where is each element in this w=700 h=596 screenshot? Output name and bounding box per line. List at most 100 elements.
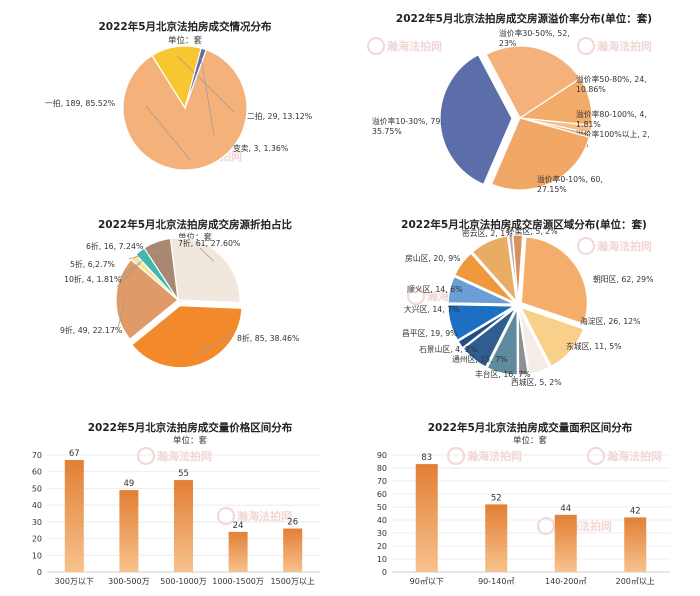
watermark-logo-icon (537, 517, 555, 535)
pie-slice-大兴区 (447, 275, 515, 305)
y-tick-label: 80 (377, 464, 387, 473)
slice-label: 房山区, 20, 9% (405, 253, 461, 263)
y-tick-label: 40 (377, 516, 387, 525)
bar-value-label: 83 (421, 453, 432, 463)
y-tick-label: 70 (377, 477, 387, 486)
pie-slice-6折 (143, 237, 179, 301)
bar-value-label: 52 (491, 493, 502, 503)
slice-label: 昌平区, 19, 9% (402, 329, 458, 338)
bar-140-200㎡ (554, 514, 577, 572)
x-tick-label: 200㎡以上 (616, 577, 655, 586)
x-tick-label: 90-140㎡ (478, 577, 514, 586)
watermark-text: 瀚海法拍网 (157, 449, 212, 463)
y-tick-label: 20 (377, 542, 387, 551)
slice-label: 溢价率50-80%, 24, 10.86% (576, 74, 647, 94)
pie-slice-溢价率0-10% (490, 117, 591, 191)
leader-line (116, 263, 141, 288)
slice-label: 9折, 49, 22.17% (60, 325, 122, 335)
pie-slice-怀柔区 (512, 234, 524, 302)
slice-label: 怀柔区, 5, 2% (507, 226, 558, 236)
chart-1-title: 2022年5月北京法拍房成交情况分布 (98, 20, 272, 33)
slice-label: 海淀区, 26, 12% (580, 316, 641, 326)
slice-label: 石景山区, 4, 2% (419, 344, 477, 354)
leader-line (200, 57, 215, 136)
pie-slice-通州区 (462, 307, 516, 368)
pie-slice-溢价率10-30% (439, 53, 513, 186)
chart-6-title: 2022年5月北京法拍房成交量面积区间分布 (428, 421, 633, 434)
x-tick-label: 300-500万 (108, 577, 149, 586)
chart-6-subtitle: 单位：套 (513, 435, 548, 446)
leader-line (128, 250, 161, 260)
y-tick-label: 60 (377, 490, 387, 499)
bar-300-500万 (119, 490, 139, 572)
slice-label: 溢价率80-100%, 4, 1.81% (576, 109, 647, 129)
chart-3-title: 2022年5月北京法拍房成交房源折拍占比 (98, 218, 293, 231)
chart-1: 2022年5月北京法拍房成交情况分布 单位：套 一拍, 189, 85.52% 二… (45, 20, 312, 171)
pie-slice-石景山区 (457, 306, 516, 349)
chart-3-subtitle: 单位：套 (178, 232, 213, 243)
slice-label: 7折, 61, 27.60% (178, 238, 240, 248)
watermark-text: 瀚海法拍网 (597, 239, 652, 253)
slice-label: 朝阳区, 62, 29% (593, 275, 654, 284)
y-tick-label: 30 (32, 518, 42, 527)
pie-slice-变卖 (184, 47, 207, 109)
slice-label: 通州区, 15, 7% (452, 354, 508, 364)
chart-2: 2022年5月北京法拍房成交房源溢价率分布(单位：套) 溢价率30-50%, 5… (372, 12, 652, 194)
chart-5-subtitle: 单位：套 (173, 435, 208, 446)
pie-slice-朝阳区 (520, 236, 588, 325)
slice-label: 丰台区, 16, 7% (475, 369, 531, 379)
watermark-logo-icon (577, 37, 595, 55)
y-tick-label: 10 (377, 555, 387, 564)
chart-6-bars: 0 10 20 30 40 50 60 70 80 90 83 90㎡以下 52 90-140㎡ 44 140… (377, 451, 670, 586)
slice-label: 东城区, 11, 5% (566, 341, 622, 351)
watermark-logo-icon (217, 507, 235, 525)
y-tick-label: 10 (32, 551, 42, 560)
watermark-text: 瀚海法拍网 (237, 509, 292, 523)
watermark-text: 瀚海法拍网 (387, 39, 442, 53)
watermark-text: 瀚海法拍网 (597, 39, 652, 53)
slice-label: 密云区, 2, 1% (462, 228, 513, 238)
watermark-text: 瀚海法拍网 (607, 449, 662, 463)
pie-slice-东城区 (518, 308, 551, 375)
chart-3-pie: 7折, 61, 27.60% 8折, 85, 38.46% 9折, 49, 22.1… (60, 237, 299, 369)
watermark-text: 瀚海法拍网 (467, 449, 522, 463)
bar-90㎡以下 (415, 464, 438, 572)
bar-200㎡以上 (624, 517, 647, 572)
pie-slice-顺义区 (454, 252, 516, 304)
watermark-logo-icon (587, 447, 605, 465)
chart-2-pie: 溢价率30-50%, 52, 23% 溢价率50-80%, 24, 10.86% 溢价率… (372, 28, 650, 194)
pie-slice-西城区 (517, 308, 529, 376)
watermark-logo-icon (137, 447, 155, 465)
bar-value-label: 42 (630, 506, 641, 516)
pie-slice-房山区 (471, 235, 518, 304)
slice-label: 5折, 6,2.7% (70, 259, 115, 269)
bar-value-label: 55 (178, 469, 189, 479)
pie-slice-8折 (130, 305, 243, 369)
bar-1000-1500万 (228, 531, 248, 572)
bar-value-label: 44 (560, 504, 571, 514)
watermark-logo-icon (577, 237, 595, 255)
bar-value-label: 26 (287, 518, 298, 528)
pie-slice-海淀区 (519, 306, 585, 368)
slice-label: 变卖, 3, 1.36% (233, 143, 288, 153)
chart-5-title: 2022年5月北京法拍房成交量价格区间分布 (88, 421, 293, 434)
pie-slice-一拍 (122, 48, 248, 171)
chart-3: 2022年5月北京法拍房成交房源折拍占比 单位：套 7折, 61, 27.60%… (60, 218, 299, 369)
y-tick-label: 0 (382, 568, 387, 577)
x-tick-label: 1000-1500万 (212, 577, 264, 586)
y-tick-label: 0 (37, 568, 42, 577)
bar-1500万以上 (283, 528, 303, 572)
bar-value-label: 24 (233, 521, 244, 531)
y-tick-label: 90 (377, 451, 387, 460)
watermark-logo-icon (447, 447, 465, 465)
x-tick-label: 90㎡以下 (410, 577, 444, 586)
pie-slice-昌平区 (447, 304, 517, 341)
y-tick-label: 20 (32, 535, 42, 544)
pie-slice-9折 (115, 258, 179, 341)
slice-label: 溢价率30-50%, 52, 23% (499, 28, 570, 48)
chart-1-subtitle: 单位：套 (168, 35, 203, 46)
bar-value-label: 49 (123, 479, 134, 489)
slice-label: 溢价率10-30%, 79, 35.75% (372, 116, 443, 136)
y-tick-label: 60 (32, 468, 42, 477)
